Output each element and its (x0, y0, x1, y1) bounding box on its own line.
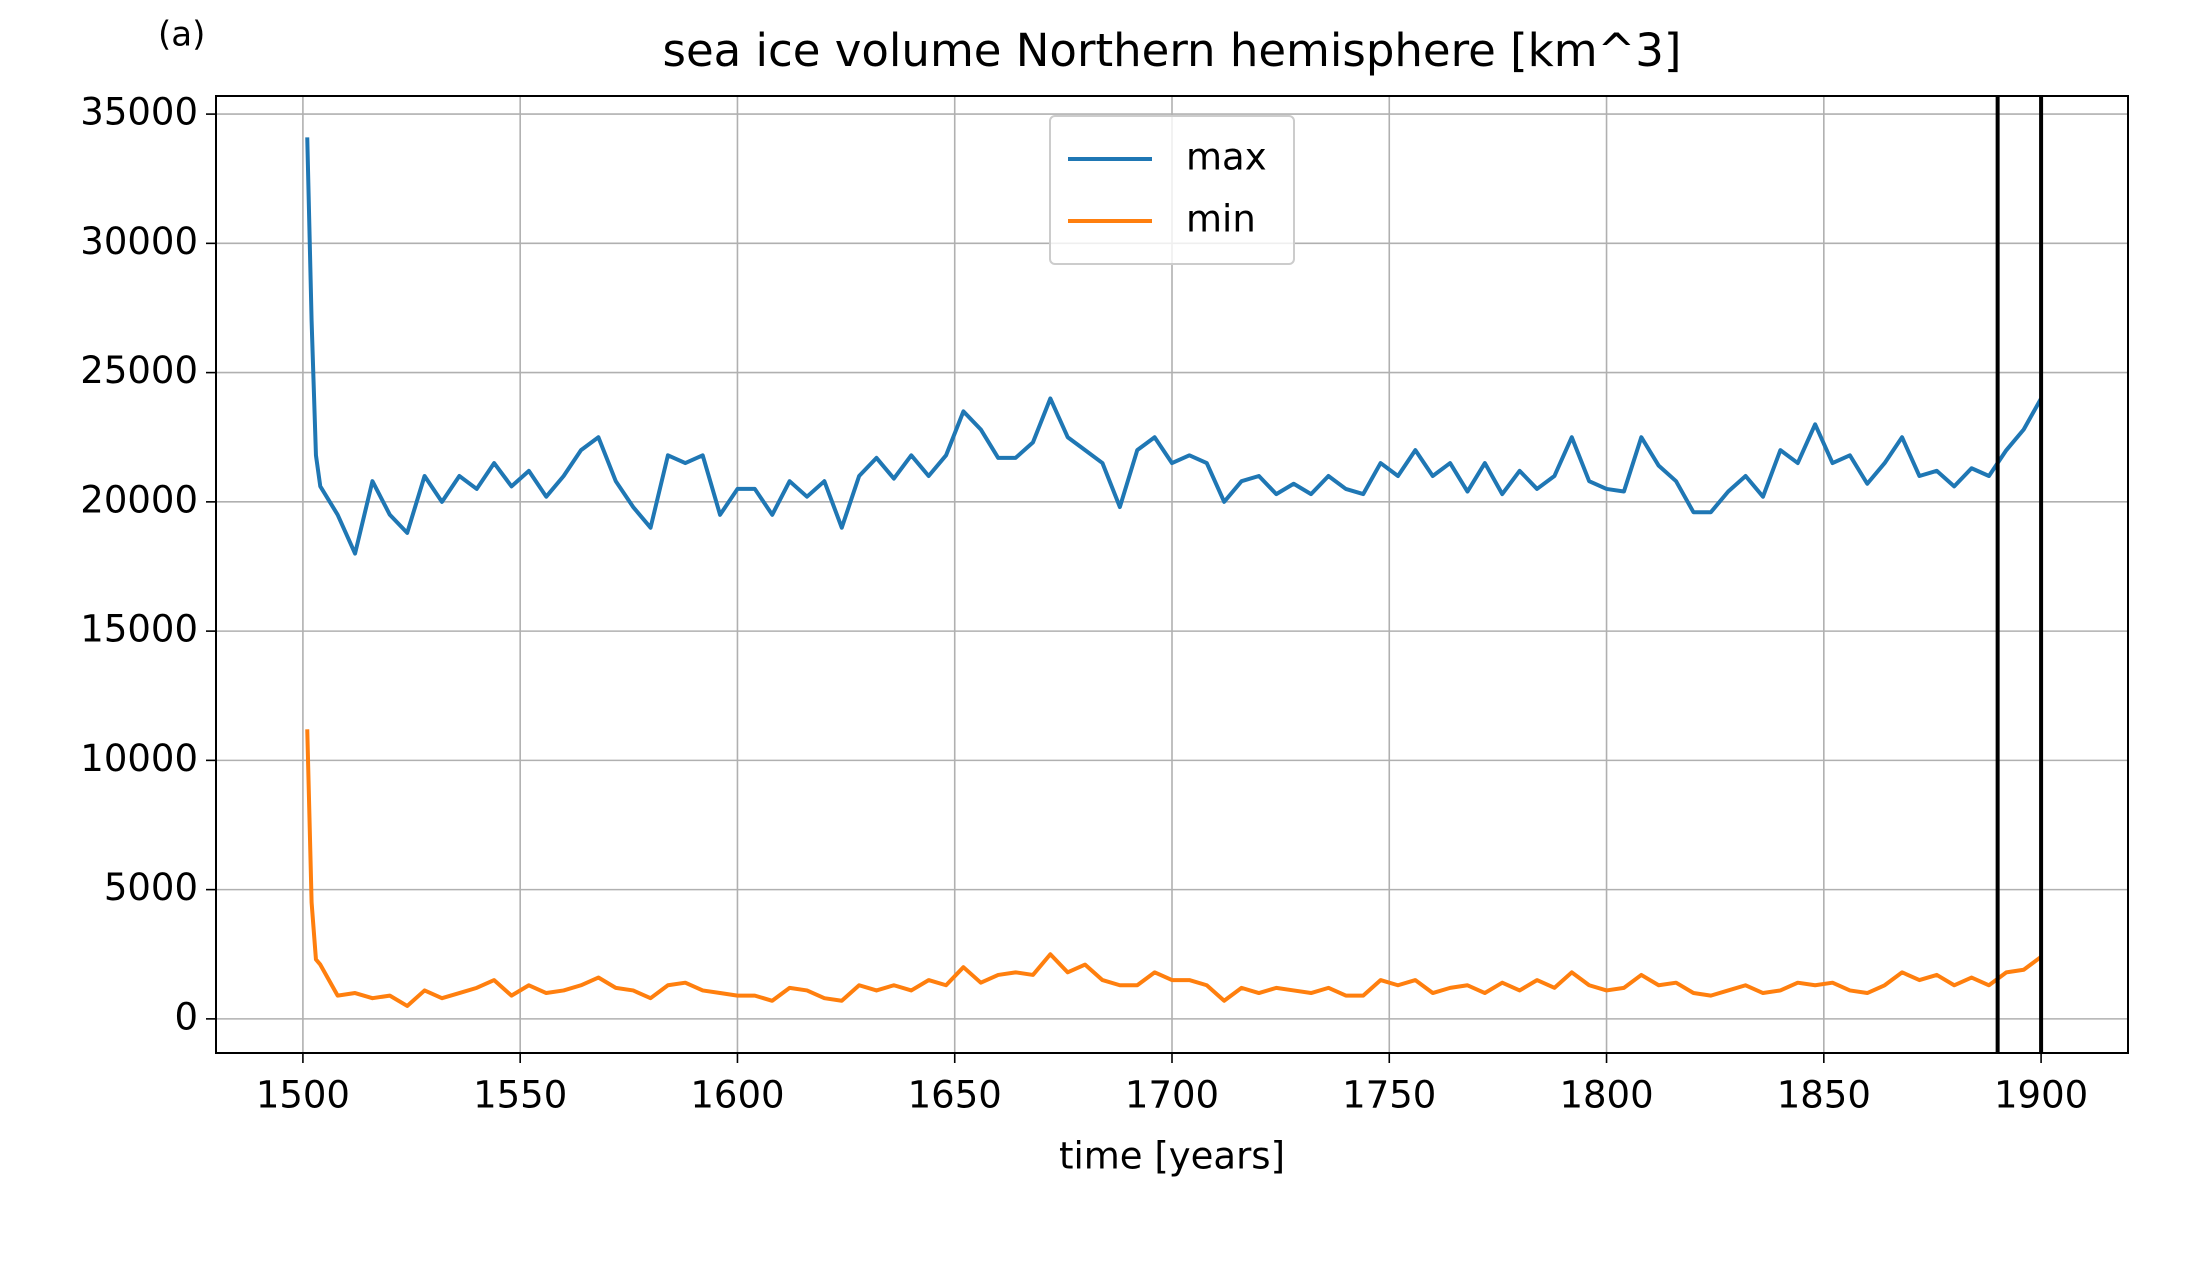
x-tick-label: 1700 (1125, 1074, 1219, 1117)
y-tick-label: 10000 (80, 737, 198, 780)
y-tick-label: 30000 (80, 220, 198, 263)
x-tick-label: 1850 (1777, 1074, 1871, 1117)
x-tick-label: 1650 (908, 1074, 1002, 1117)
x-tick-label: 1500 (256, 1074, 350, 1117)
x-tick-label: 1600 (690, 1074, 784, 1117)
y-tick-label: 35000 (80, 91, 198, 134)
y-tick-label: 0 (174, 995, 198, 1038)
y-tick-label: 15000 (80, 608, 198, 651)
x-tick-label: 1750 (1342, 1074, 1436, 1117)
legend-label: max (1186, 136, 1267, 179)
series-line (305, 137, 2043, 556)
legend-box (1049, 115, 1295, 265)
y-tick-label: 25000 (80, 349, 198, 392)
series-line (305, 729, 2043, 1008)
chart-title: sea ice volume Northern hemisphere [km^3… (663, 24, 1682, 77)
x-axis-label: time [years] (1059, 1135, 1285, 1178)
y-tick-label: 20000 (80, 478, 198, 521)
y-tick-label: 5000 (104, 866, 198, 909)
x-tick-label: 1550 (473, 1074, 567, 1117)
x-tick-label: 1800 (1559, 1074, 1653, 1117)
panel-label: (a) (158, 15, 205, 55)
legend-label: min (1186, 198, 1256, 241)
x-tick-label: 1900 (1994, 1074, 2088, 1117)
plot-frame (215, 95, 2129, 1054)
